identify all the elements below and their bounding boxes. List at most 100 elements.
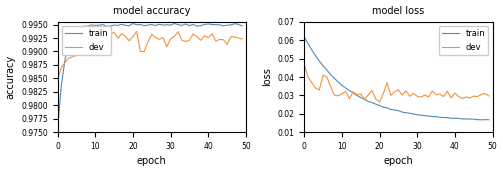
dev xyxy=(134,30,140,33)
train xyxy=(350,92,356,94)
dev xyxy=(239,38,245,40)
dev xyxy=(164,46,170,48)
dev xyxy=(198,39,204,41)
train xyxy=(239,25,245,27)
train xyxy=(183,23,189,25)
train xyxy=(92,24,98,26)
train xyxy=(305,42,311,45)
X-axis label: epoch: epoch xyxy=(137,157,166,166)
dev xyxy=(309,82,315,84)
dev xyxy=(213,40,219,42)
train xyxy=(331,77,338,79)
train xyxy=(62,58,68,60)
train xyxy=(100,24,106,26)
train xyxy=(406,112,412,114)
dev xyxy=(478,93,484,95)
dev xyxy=(205,37,211,39)
train xyxy=(399,111,405,113)
dev xyxy=(89,33,95,35)
train xyxy=(179,24,185,26)
train xyxy=(217,24,223,26)
dev xyxy=(228,36,234,38)
train xyxy=(459,118,465,120)
dev xyxy=(365,94,371,96)
dev xyxy=(209,33,215,35)
dev xyxy=(126,40,132,42)
train xyxy=(66,42,72,45)
train xyxy=(301,36,307,38)
train xyxy=(429,116,435,118)
dev xyxy=(145,41,151,43)
train xyxy=(172,23,178,25)
dev xyxy=(77,41,83,43)
train xyxy=(418,114,424,116)
Legend: train, dev: train, dev xyxy=(62,26,111,55)
train xyxy=(164,24,170,26)
train xyxy=(312,55,318,57)
train xyxy=(347,90,353,92)
dev xyxy=(85,36,91,38)
train xyxy=(220,25,226,27)
train xyxy=(235,23,241,25)
train xyxy=(126,25,132,27)
dev xyxy=(392,91,398,93)
train xyxy=(456,117,462,119)
train xyxy=(380,106,386,108)
dev xyxy=(471,95,477,97)
dev xyxy=(474,95,480,98)
Line: train: train xyxy=(57,24,242,128)
dev xyxy=(467,97,473,99)
dev xyxy=(149,34,155,36)
dev xyxy=(339,93,345,95)
train xyxy=(324,69,330,71)
dev xyxy=(418,96,424,98)
dev xyxy=(160,37,166,39)
dev xyxy=(335,95,341,97)
dev xyxy=(66,57,72,59)
dev xyxy=(324,76,330,78)
train xyxy=(194,25,200,27)
train xyxy=(209,23,215,25)
train xyxy=(309,49,315,51)
dev xyxy=(437,93,443,95)
dev xyxy=(486,95,492,97)
dev xyxy=(73,54,79,56)
dev xyxy=(301,63,307,65)
dev xyxy=(312,87,318,89)
dev xyxy=(156,38,162,40)
train xyxy=(58,84,64,86)
Title: model loss: model loss xyxy=(372,6,425,15)
train xyxy=(85,25,91,27)
dev xyxy=(444,90,450,92)
train xyxy=(119,23,125,25)
Title: model accuracy: model accuracy xyxy=(113,6,191,15)
dev xyxy=(235,37,241,39)
train xyxy=(198,25,204,27)
train xyxy=(77,26,83,28)
dev xyxy=(190,33,196,35)
dev xyxy=(316,89,322,91)
train xyxy=(358,96,364,99)
dev xyxy=(429,90,435,92)
dev xyxy=(347,98,353,100)
dev xyxy=(111,31,117,33)
dev xyxy=(388,94,394,96)
train xyxy=(452,117,458,119)
dev xyxy=(100,42,106,44)
train xyxy=(471,118,477,120)
train xyxy=(463,118,469,120)
dev xyxy=(452,92,458,94)
dev xyxy=(380,93,386,95)
train xyxy=(437,116,443,118)
dev xyxy=(92,39,98,41)
dev xyxy=(441,95,447,98)
dev xyxy=(482,93,488,95)
train xyxy=(202,23,208,25)
dev xyxy=(373,98,379,100)
dev xyxy=(358,93,364,95)
dev xyxy=(399,94,405,96)
dev xyxy=(96,38,102,40)
dev xyxy=(107,34,113,36)
dev xyxy=(231,36,237,38)
train xyxy=(335,81,341,83)
